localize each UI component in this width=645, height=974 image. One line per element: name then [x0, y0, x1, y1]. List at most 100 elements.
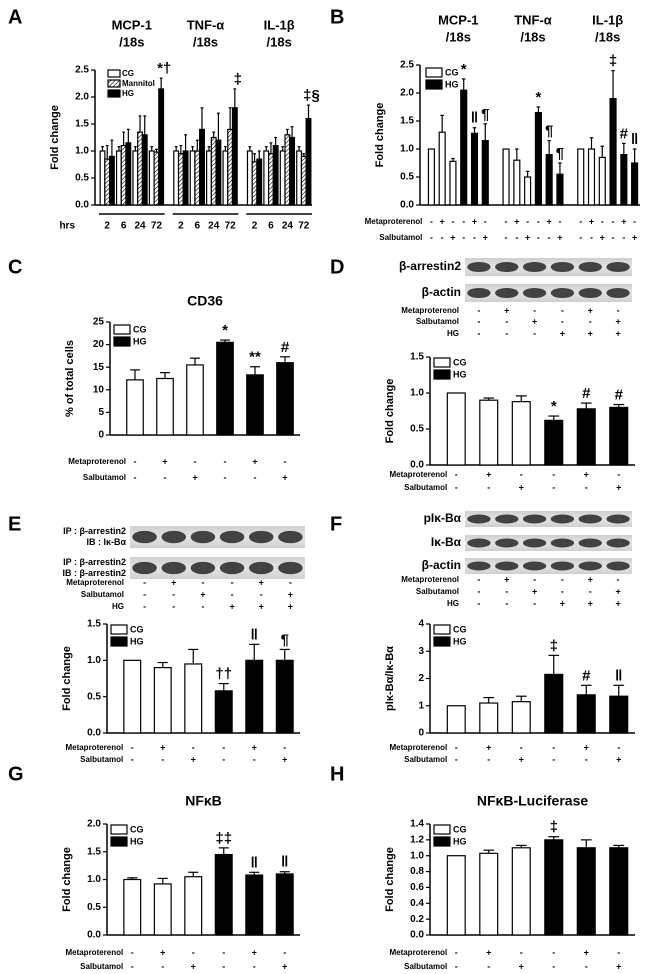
bar: [156, 377, 174, 436]
row-mark: -: [487, 754, 490, 764]
significance-marker: ‖: [281, 854, 288, 871]
bar: [199, 128, 205, 206]
y-axis-label: Fold change: [384, 379, 396, 444]
panel-label: B: [330, 6, 344, 28]
blot-row-mark: +: [615, 598, 620, 608]
row-mark: -: [222, 742, 225, 752]
blot-band: [578, 561, 602, 571]
row-mark: -: [590, 232, 593, 242]
y-tick-label: 1.0: [400, 144, 414, 155]
bar: [137, 131, 143, 206]
blot-row-mark: +: [288, 601, 293, 611]
y-tick-label: 1.0: [87, 874, 101, 885]
blot-label: IB : β-arrestin2: [62, 568, 126, 578]
y-tick-label: 0.0: [87, 728, 101, 739]
blot-label: pIκ-Bα: [424, 511, 462, 525]
blot-band: [161, 530, 186, 544]
row-mark: -: [622, 232, 625, 242]
row-mark: -: [537, 232, 540, 242]
x-tick-label: 6: [268, 221, 274, 232]
row-mark: +: [486, 947, 491, 957]
blot-row-mark: -: [617, 305, 620, 315]
row-mark: +: [600, 232, 605, 242]
group-title: IL-1β: [264, 17, 295, 32]
row-mark: -: [552, 742, 555, 752]
y-axis-label: Fold change: [61, 847, 73, 912]
row-label: Salbutamol: [83, 473, 126, 482]
row-label: Metaproterenol: [389, 948, 447, 957]
blot-band: [467, 561, 491, 571]
bar: [446, 392, 466, 466]
y-tick-label: 1.5: [410, 352, 424, 363]
significance-marker: ‡: [234, 71, 242, 88]
blot-band: [522, 261, 547, 273]
bar: [609, 847, 629, 936]
row-mark: -: [192, 947, 195, 957]
bar: [609, 406, 629, 466]
blot-row-mark: -: [231, 589, 234, 599]
y-tick-label: 0.5: [410, 424, 424, 435]
bar: [104, 158, 111, 206]
blot-row-mark: -: [143, 601, 146, 611]
row-mark: -: [505, 216, 508, 226]
blot-row-mark: +: [288, 589, 293, 599]
blot-band: [550, 261, 575, 273]
panel-label: C: [8, 256, 22, 278]
y-tick-label: 0.5: [75, 173, 89, 184]
row-mark: -: [134, 472, 137, 482]
bar: [206, 150, 212, 206]
row-mark: +: [160, 947, 165, 957]
bar: [272, 145, 279, 206]
bar: [449, 160, 457, 206]
y-axis-label: % of total cells: [64, 340, 76, 417]
row-mark: +: [483, 232, 488, 242]
row-mark: -: [224, 456, 227, 466]
blot-band: [190, 561, 216, 575]
chart-title: CD36: [187, 293, 223, 309]
y-tick-label: 0.0: [410, 460, 424, 471]
bar: [263, 150, 270, 206]
row-label: Metaproterenol: [68, 457, 126, 466]
blot-row-mark: -: [533, 305, 536, 315]
y-axis-label: Fold change: [374, 103, 386, 168]
blot-band: [606, 561, 630, 571]
row-mark: -: [633, 216, 636, 226]
legend-swatch: [113, 336, 131, 347]
row-mark: -: [455, 469, 458, 479]
legend-swatch: [110, 624, 128, 635]
blot-row-mark: -: [477, 305, 480, 315]
blot-row-mark: -: [201, 601, 204, 611]
blot-band: [219, 530, 245, 544]
significance-marker: ‡‡: [215, 830, 232, 847]
bar: [246, 374, 264, 436]
y-axis-label: Fold change: [61, 646, 73, 711]
row-mark: +: [191, 961, 196, 971]
bar: [544, 419, 564, 466]
y-tick-label: 1: [418, 700, 424, 711]
bar: [479, 852, 499, 936]
blot-band: [495, 538, 519, 548]
blot-band: [550, 538, 575, 548]
row-mark: -: [612, 216, 615, 226]
significance-marker: ¶: [281, 631, 289, 648]
legend-swatch: [425, 67, 443, 78]
bar: [123, 878, 142, 936]
legend-label: CG: [130, 624, 144, 634]
x-tick-label: 6: [121, 221, 127, 232]
significance-marker: *: [461, 61, 467, 78]
x-tick-label: 72: [298, 221, 310, 232]
legend-label: HG: [122, 89, 134, 98]
group-title: MCP-1: [438, 12, 478, 27]
blot-band: [550, 287, 575, 299]
blot-band: [467, 261, 491, 273]
y-tick-label: 2.0: [75, 92, 89, 103]
y-tick-label: 0: [98, 430, 104, 441]
legend-label: Mannitol: [122, 79, 155, 88]
row-mark: -: [164, 472, 167, 482]
legend-swatch: [433, 369, 451, 380]
legend-label: CG: [453, 824, 467, 834]
blot-band: [161, 561, 186, 575]
bar: [576, 847, 596, 936]
row-mark: -: [462, 232, 465, 242]
blot-row-mark: +: [200, 589, 205, 599]
